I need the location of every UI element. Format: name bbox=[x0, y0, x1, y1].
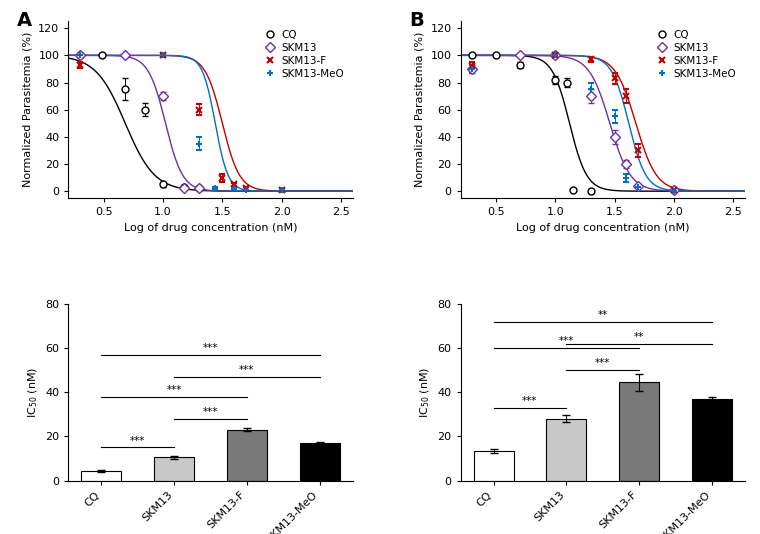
Text: **: ** bbox=[634, 332, 644, 342]
Bar bbox=[81, 470, 122, 481]
Text: ***: *** bbox=[559, 336, 574, 347]
Text: ***: *** bbox=[203, 343, 218, 353]
Y-axis label: Normalized Parasitemia (%): Normalized Parasitemia (%) bbox=[23, 32, 33, 187]
Bar bbox=[619, 382, 659, 481]
Bar bbox=[227, 430, 267, 481]
Text: ***: *** bbox=[522, 396, 537, 406]
Legend: CQ, SKM13, SKM13-F, SKM13-MeO: CQ, SKM13, SKM13-F, SKM13-MeO bbox=[261, 27, 347, 82]
Text: **: ** bbox=[597, 310, 608, 320]
Bar bbox=[692, 399, 732, 481]
Bar bbox=[473, 451, 514, 481]
Text: ***: *** bbox=[595, 358, 610, 368]
Text: ***: *** bbox=[130, 436, 145, 446]
Bar bbox=[546, 419, 586, 481]
Y-axis label: Normalized Parasitemia (%): Normalized Parasitemia (%) bbox=[415, 32, 425, 187]
X-axis label: Log of drug concentration (nM): Log of drug concentration (nM) bbox=[516, 223, 689, 233]
X-axis label: Log of drug concentration (nM): Log of drug concentration (nM) bbox=[124, 223, 297, 233]
Text: B: B bbox=[410, 11, 424, 30]
Y-axis label: IC$_{50}$ (nM): IC$_{50}$ (nM) bbox=[26, 367, 40, 418]
Bar bbox=[299, 443, 340, 481]
Text: ***: *** bbox=[239, 365, 255, 375]
Text: A: A bbox=[17, 11, 33, 30]
Legend: CQ, SKM13, SKM13-F, SKM13-MeO: CQ, SKM13, SKM13-F, SKM13-MeO bbox=[653, 27, 739, 82]
Bar bbox=[154, 458, 194, 481]
Text: ***: *** bbox=[203, 407, 218, 417]
Y-axis label: IC$_{50}$ (nM): IC$_{50}$ (nM) bbox=[418, 367, 432, 418]
Text: ***: *** bbox=[166, 385, 182, 395]
